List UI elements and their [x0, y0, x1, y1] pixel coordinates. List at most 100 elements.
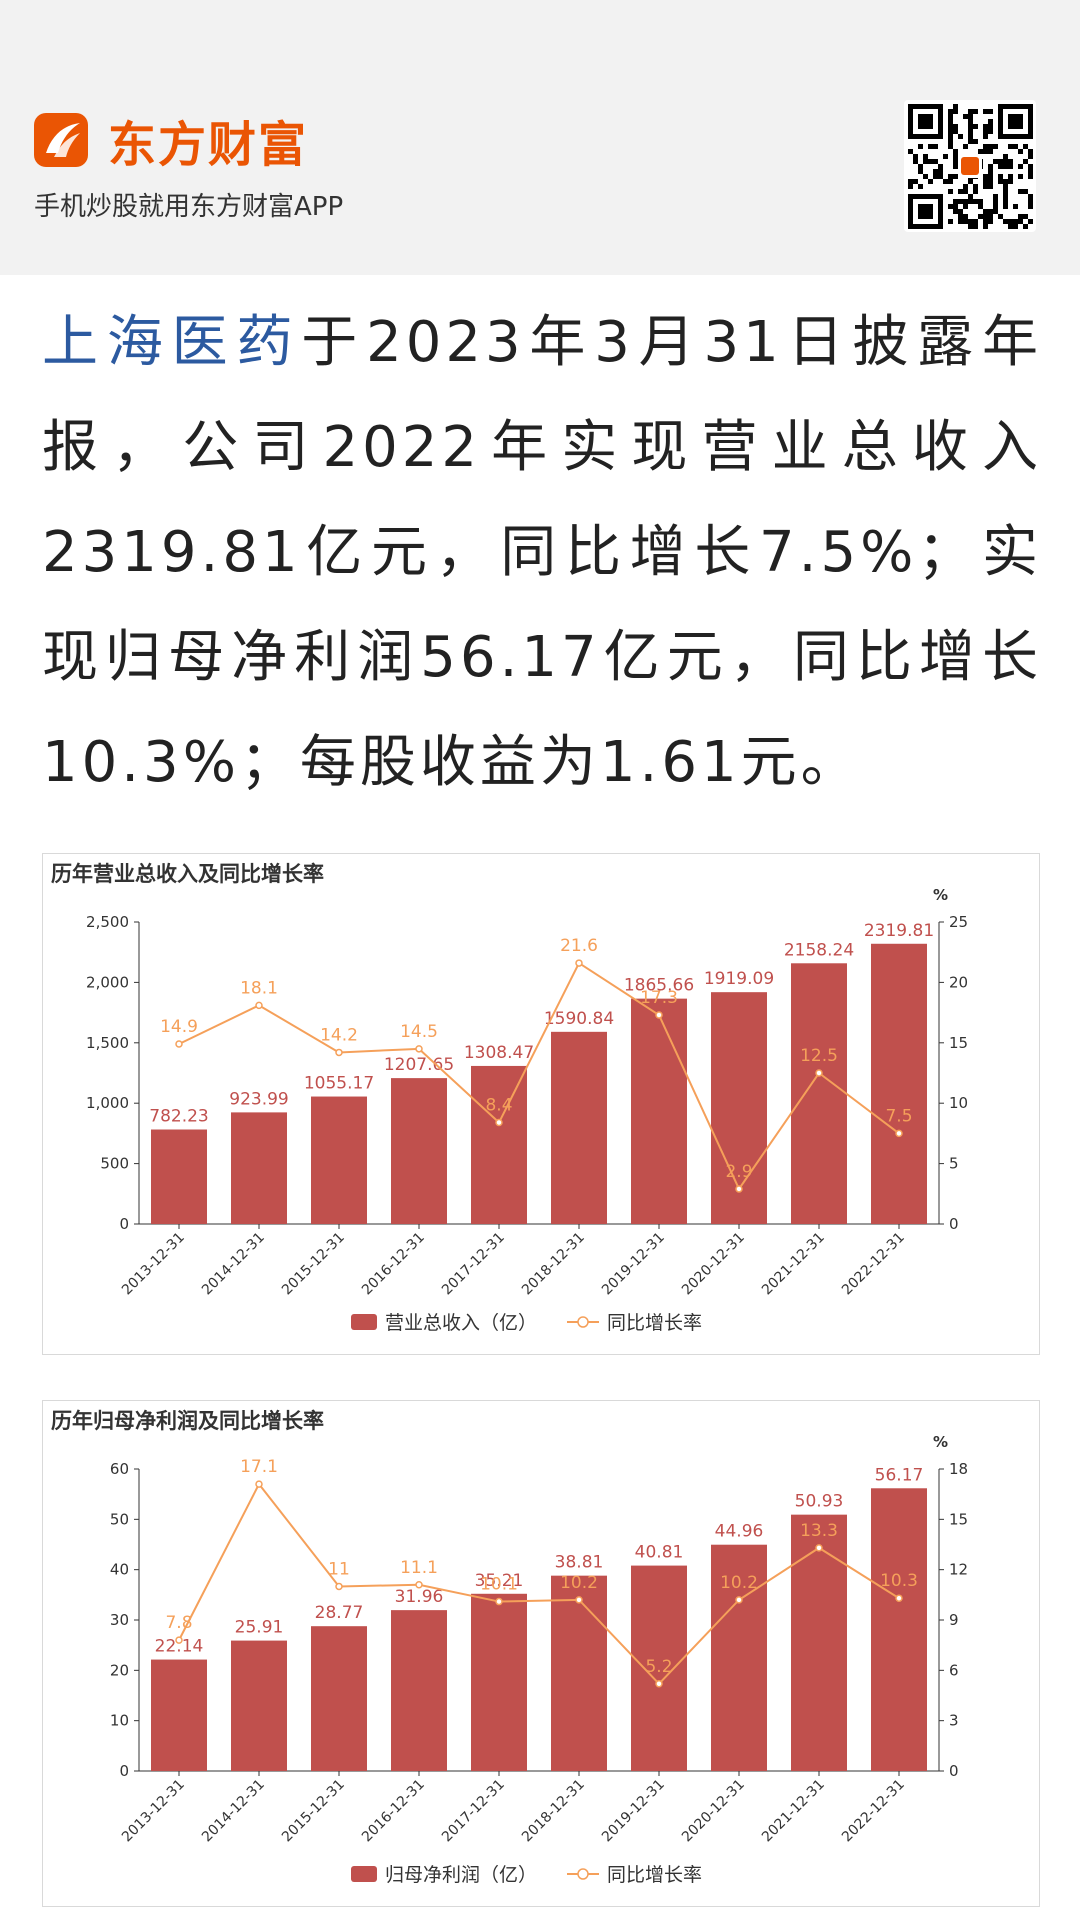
- x-tick-label: 2015-12-31: [279, 1230, 348, 1299]
- legend-bar-label: 营业总收入（亿）: [385, 1312, 537, 1334]
- bar-value-label: 1055.17: [304, 1074, 374, 1094]
- x-tick-label: 2022-12-31: [839, 1777, 908, 1846]
- x-tick-label: 2015-12-31: [279, 1777, 348, 1846]
- right-tick-label: 9: [949, 1611, 959, 1629]
- right-tick-label: 15: [949, 1510, 968, 1528]
- stock-link[interactable]: 上海医药: [42, 310, 302, 375]
- bar-value-label: 35.21: [475, 1571, 524, 1591]
- x-tick-label: 2020-12-31: [679, 1777, 748, 1846]
- bar-value-label: 1308.47: [464, 1043, 534, 1063]
- x-tick-label: 2014-12-31: [199, 1230, 268, 1299]
- bar: [471, 1593, 527, 1771]
- net-profit-chart: 历年归母净利润及同比增长率 0 10 20 30 40 50 60 0 3 6 9 12 15 18% 22…: [42, 1400, 1040, 1907]
- right-tick-label: 15: [949, 1034, 968, 1052]
- bar: [151, 1129, 207, 1224]
- x-tick-label: 2021-12-31: [759, 1230, 828, 1299]
- right-tick-label: 20: [949, 973, 968, 991]
- left-tick-label: 0: [119, 1762, 129, 1780]
- revenue-chart-svg: 0 500 1,000 1,500 2,000 2,500 0 5 10 15 20 25% 782.2…: [86, 886, 968, 1334]
- brand-name: 东方财富: [108, 117, 309, 173]
- growth-point: [255, 1001, 263, 1010]
- x-tick-label: 2013-12-31: [119, 1777, 188, 1846]
- brand-row[interactable]: 东方财富: [34, 110, 308, 173]
- growth-point: [495, 1597, 503, 1606]
- bar-value-label: 38.81: [555, 1553, 604, 1573]
- legend-bar-swatch: [351, 1866, 377, 1882]
- growth-value-label: 10.2: [560, 1573, 598, 1593]
- x-tick-label: 2017-12-31: [439, 1777, 508, 1846]
- bar-value-label: 50.93: [795, 1492, 844, 1512]
- x-tick-label: 2019-12-31: [599, 1230, 668, 1299]
- growth-line: [178, 961, 900, 1191]
- right-tick-label: 10: [949, 1094, 968, 1112]
- growth-value-label: 11.1: [400, 1558, 438, 1578]
- x-tick-label: 2014-12-31: [199, 1777, 268, 1846]
- growth-value-label: 7.8: [165, 1613, 192, 1633]
- bar-value-label: 1919.09: [704, 969, 774, 989]
- x-tick-label: 2017-12-31: [439, 1230, 508, 1299]
- right-tick-label: 0: [949, 1762, 959, 1780]
- x-tick-label: 2018-12-31: [519, 1230, 588, 1299]
- growth-point: [415, 1045, 423, 1053]
- growth-value-label: 10.3: [880, 1571, 918, 1591]
- legend-line-label: 同比增长率: [607, 1312, 702, 1334]
- growth-value-label: 12.5: [800, 1046, 838, 1066]
- bar: [311, 1096, 367, 1224]
- net-profit-chart-svg: 01020304050600369121518%22.142013-12-312…: [110, 1433, 968, 1886]
- growth-point: [335, 1048, 343, 1057]
- growth-point: [575, 1596, 583, 1604]
- bar: [311, 1626, 367, 1771]
- x-tick-label: 2019-12-31: [599, 1777, 668, 1846]
- right-tick-label: 25: [949, 913, 968, 931]
- x-tick-label: 2020-12-31: [679, 1230, 748, 1299]
- x-tick-label: 2018-12-31: [519, 1777, 588, 1846]
- bar: [631, 1565, 687, 1771]
- bar: [551, 1575, 607, 1771]
- left-tick-label: 2,500: [86, 913, 129, 931]
- left-tick-label: 1,500: [86, 1034, 129, 1052]
- x-tick-label: 2021-12-31: [759, 1777, 828, 1846]
- growth-value-label: 14.5: [400, 1022, 438, 1042]
- eastmoney-logo-icon: [34, 113, 88, 167]
- article-text: 上海医药于2023年3月31日披露年报，公司2022年实现营业总收入2319.8…: [42, 290, 1042, 815]
- growth-point: [815, 1544, 823, 1552]
- legend-line-marker: [577, 1868, 589, 1880]
- qr-code-icon[interactable]: [904, 100, 1036, 232]
- left-tick-label: 40: [110, 1561, 129, 1579]
- chart-title: 历年营业总收入及同比增长率: [51, 862, 324, 886]
- bar-value-label: 56.17: [875, 1465, 924, 1485]
- x-tick-label: 2016-12-31: [359, 1230, 428, 1299]
- bar-value-label: 782.23: [149, 1107, 208, 1127]
- bar: [471, 1065, 527, 1224]
- bar-value-label: 31.96: [395, 1587, 444, 1607]
- growth-point: [655, 1011, 663, 1019]
- left-tick-label: 10: [110, 1712, 129, 1730]
- legend: 营业总收入（亿） 同比增长率: [351, 1312, 702, 1334]
- growth-point: [735, 1596, 743, 1604]
- left-tick-label: 2,000: [86, 973, 129, 991]
- bar: [791, 963, 847, 1224]
- growth-point: [335, 1582, 343, 1591]
- left-tick-label: 60: [110, 1460, 129, 1478]
- growth-value-label: 14.9: [160, 1017, 198, 1037]
- left-tick-label: 30: [110, 1611, 129, 1629]
- right-tick-label: 6: [949, 1661, 959, 1679]
- growth-value-label: 5.2: [645, 1657, 672, 1677]
- legend-line-label: 同比增长率: [607, 1864, 702, 1886]
- growth-point: [175, 1040, 183, 1048]
- bar: [551, 1031, 607, 1224]
- app-tagline: 手机炒股就用东方财富APP: [34, 192, 344, 222]
- bar: [231, 1112, 287, 1224]
- bar-value-label: 1207.65: [384, 1055, 454, 1075]
- growth-point: [895, 1129, 903, 1138]
- bar-value-label: 1590.84: [544, 1009, 614, 1029]
- growth-value-label: 21.6: [560, 936, 598, 956]
- app-header: 东方财富 手机炒股就用东方财富APP: [0, 0, 1080, 275]
- legend-bar-swatch: [351, 1314, 377, 1330]
- bar-value-label: 2319.81: [864, 921, 934, 941]
- left-tick-label: 1,000: [86, 1094, 129, 1112]
- right-tick-label: 0: [949, 1215, 959, 1233]
- bar: [391, 1078, 447, 1224]
- growth-point: [495, 1118, 503, 1127]
- growth-value-label: 10.2: [720, 1573, 758, 1593]
